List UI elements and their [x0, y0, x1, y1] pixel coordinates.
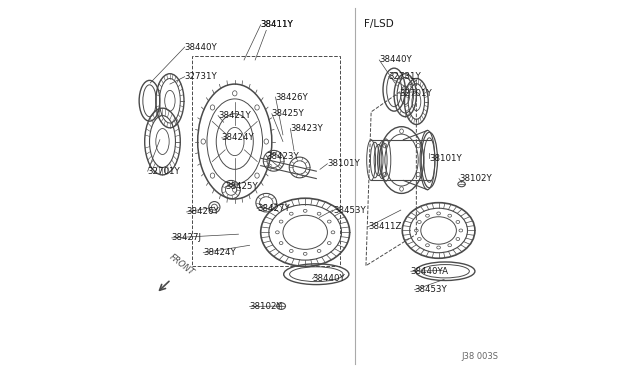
Text: 38424Y: 38424Y	[222, 133, 255, 142]
Text: 38440Y: 38440Y	[185, 42, 218, 51]
Text: FRONT: FRONT	[168, 252, 196, 277]
Text: 38425Y: 38425Y	[225, 182, 259, 190]
Text: 38426Y: 38426Y	[276, 93, 308, 102]
Text: 38424Y: 38424Y	[204, 248, 236, 257]
Text: 38102Y: 38102Y	[459, 174, 492, 183]
Text: 38425Y: 38425Y	[272, 109, 305, 118]
Text: 38453Y: 38453Y	[415, 285, 447, 294]
Text: 38423Y: 38423Y	[266, 152, 299, 161]
Text: 38411Y: 38411Y	[260, 20, 294, 29]
Text: 32731Y: 32731Y	[388, 72, 421, 81]
Text: 38411Y: 38411Y	[260, 20, 294, 29]
Text: 38427Y: 38427Y	[257, 204, 290, 213]
Text: 32701Y: 32701Y	[148, 167, 180, 176]
Text: 38101Y: 38101Y	[328, 159, 360, 168]
Text: 38421Y: 38421Y	[218, 111, 251, 120]
Text: 38426Y: 38426Y	[187, 208, 220, 217]
Text: 38411Z: 38411Z	[368, 222, 401, 231]
Text: 38453Y: 38453Y	[333, 206, 365, 215]
Text: 38440Y: 38440Y	[380, 55, 412, 64]
Text: 32701Y: 32701Y	[400, 89, 433, 98]
Text: F/LSD: F/LSD	[364, 19, 394, 29]
Text: 38427J: 38427J	[172, 233, 202, 243]
Text: 38101Y: 38101Y	[429, 154, 462, 163]
Text: 38440YA: 38440YA	[411, 267, 449, 276]
Text: 38440Y: 38440Y	[312, 274, 346, 283]
Text: 32731Y: 32731Y	[185, 72, 218, 81]
Text: 38102Y: 38102Y	[250, 302, 282, 311]
Text: 38423Y: 38423Y	[291, 124, 323, 133]
Text: J38 003S: J38 003S	[461, 352, 498, 361]
